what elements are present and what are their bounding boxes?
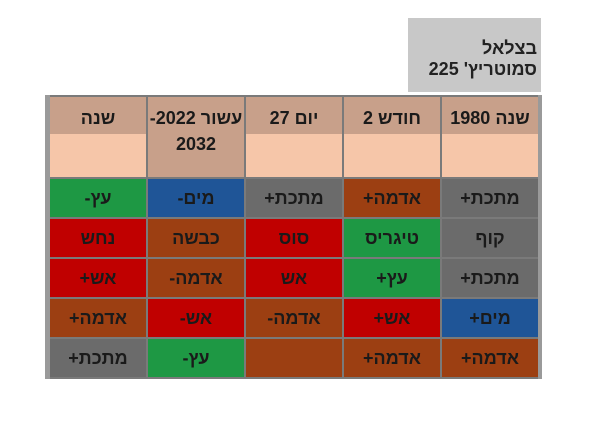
table-cell: אדמה- [244,299,342,337]
table-cell: מים- [146,179,244,217]
table-cell: מתכת+ [440,259,538,297]
table-cell [244,339,342,377]
header-cell: עשור 2022- 2032 [146,97,244,177]
header-cell: שנה 1980 [440,97,538,177]
table-cell: אש+ [50,259,146,297]
table-cell: אדמה+ [50,299,146,337]
table-row: מתכת+ עץ+ אש אדמה- אש+ [50,259,538,299]
table-cell: עץ- [146,339,244,377]
table-cell: אדמה+ [342,179,440,217]
header-cell: שנה [50,97,146,177]
table-cell: מתכת+ [244,179,342,217]
table-cell: אדמה+ [342,339,440,377]
table-cell: מתכת+ [50,339,146,377]
table-cell: מתכת+ [440,179,538,217]
table-row: מתכת+ אדמה+ מתכת+ מים- עץ- [50,179,538,219]
table-row: אדמה+ אדמה+ עץ- מתכת+ [50,339,538,379]
table-cell: אש [244,259,342,297]
table-cell: עץ+ [342,259,440,297]
title-box: בצלאל סמוטריץ' 225 [408,18,541,92]
table-row: מים+ אש+ אדמה- אש- אדמה+ [50,299,538,339]
table-cell: קוף [440,219,538,257]
header-cell: חודש 2 [342,97,440,177]
table-cell: סוס [244,219,342,257]
header-row: שנה 1980 חודש 2 יום 27 עשור 2022- 2032 שנה [50,95,538,179]
table-cell: אדמה+ [440,339,538,377]
table-row: קוף טיגריס סוס כבשה נחש [50,219,538,259]
table-cell: אש+ [342,299,440,337]
table-cell: אדמה- [146,259,244,297]
table-cell: נחש [50,219,146,257]
table-cell: כבשה [146,219,244,257]
table-cell: מים+ [440,299,538,337]
header-cell: יום 27 [244,97,342,177]
table-cell: טיגריס [342,219,440,257]
table: שנה 1980 חודש 2 יום 27 עשור 2022- 2032 שנה מת… [45,95,542,379]
table-cell: אש- [146,299,244,337]
table-cell: עץ- [50,179,146,217]
